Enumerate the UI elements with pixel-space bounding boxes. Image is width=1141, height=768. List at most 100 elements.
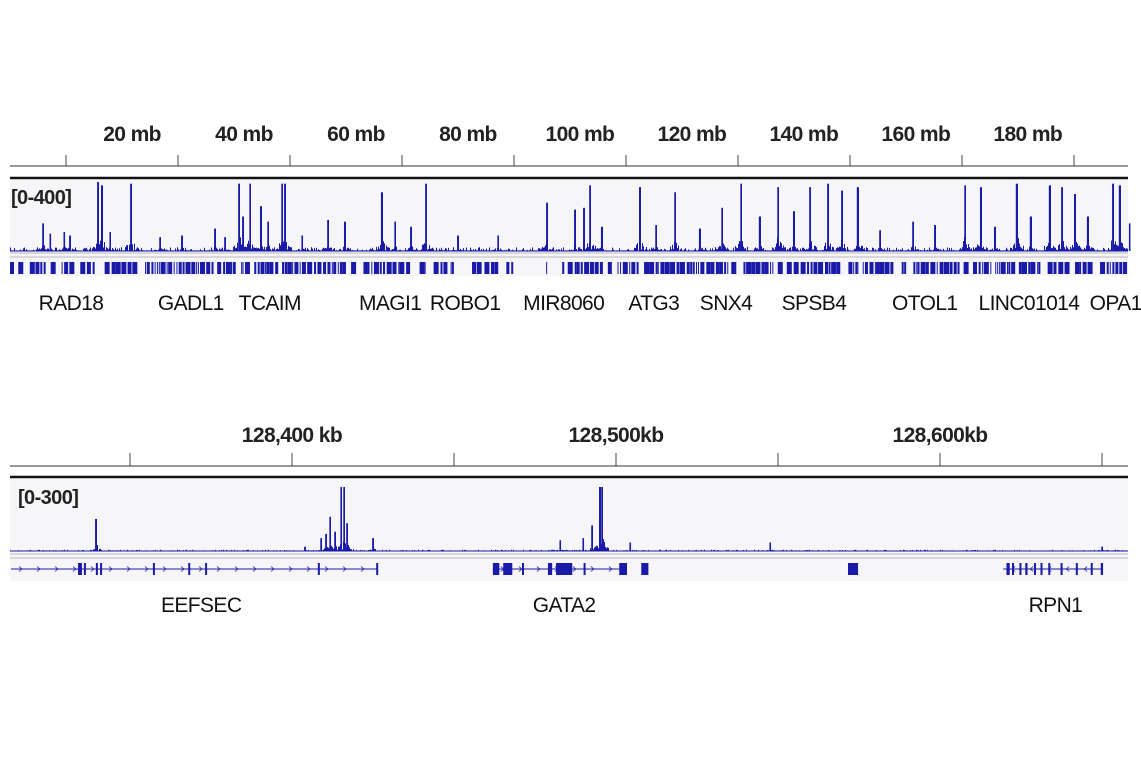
gene-feature[interactable] bbox=[567, 262, 573, 274]
gene-feature[interactable] bbox=[692, 262, 695, 274]
gene-feature[interactable] bbox=[254, 262, 257, 274]
gene-feature[interactable] bbox=[158, 262, 160, 274]
gene-feature[interactable] bbox=[379, 262, 382, 274]
gene-feature[interactable] bbox=[676, 262, 680, 274]
gene-feature[interactable] bbox=[1109, 262, 1111, 274]
gene-feature[interactable] bbox=[589, 262, 594, 274]
gene-feature[interactable] bbox=[855, 262, 858, 274]
gene-feature[interactable] bbox=[869, 262, 874, 274]
gene-feature[interactable] bbox=[494, 262, 499, 274]
gene-feature[interactable] bbox=[156, 262, 158, 274]
gene-feature[interactable] bbox=[168, 262, 173, 274]
gene-feature[interactable] bbox=[715, 262, 720, 274]
gene-feature[interactable] bbox=[913, 262, 916, 274]
gene-feature[interactable] bbox=[424, 262, 426, 274]
gene-feature[interactable] bbox=[584, 262, 590, 274]
gene-feature[interactable] bbox=[679, 262, 685, 274]
gene-feature[interactable] bbox=[146, 262, 150, 274]
gene-feature[interactable] bbox=[440, 262, 443, 274]
gene-feature[interactable] bbox=[925, 262, 929, 274]
gene-feature[interactable] bbox=[392, 262, 397, 274]
gene-feature[interactable] bbox=[506, 262, 510, 274]
gene-feature[interactable] bbox=[1007, 262, 1009, 274]
gene-feature[interactable] bbox=[916, 262, 918, 274]
gene-feature[interactable] bbox=[786, 262, 792, 274]
gene-feature[interactable] bbox=[657, 262, 659, 274]
gene-feature[interactable] bbox=[232, 262, 236, 274]
gene-feature[interactable] bbox=[660, 262, 665, 274]
gene-feature[interactable] bbox=[884, 262, 890, 274]
gene-feature[interactable] bbox=[1106, 262, 1109, 274]
gene-feature[interactable] bbox=[670, 262, 676, 274]
gene-feature[interactable] bbox=[1119, 262, 1123, 274]
gene-feature[interactable] bbox=[484, 262, 490, 274]
gene-feature[interactable] bbox=[655, 262, 658, 274]
gene-feature[interactable] bbox=[450, 262, 452, 274]
gene-feature[interactable] bbox=[917, 262, 920, 274]
gene-feature[interactable] bbox=[629, 262, 631, 274]
gene-feature[interactable] bbox=[690, 262, 693, 274]
gene-feature[interactable] bbox=[761, 262, 765, 274]
gene-feature[interactable] bbox=[580, 262, 583, 274]
gene-feature[interactable] bbox=[649, 262, 655, 274]
gene-eefsec[interactable] bbox=[10, 563, 379, 575]
gene-feature[interactable] bbox=[879, 262, 885, 274]
gene-feature[interactable] bbox=[936, 262, 938, 274]
gene-feature[interactable] bbox=[1030, 262, 1036, 274]
gene-feature[interactable] bbox=[607, 262, 612, 274]
gene-feature[interactable] bbox=[331, 262, 333, 274]
gene-feature[interactable] bbox=[957, 262, 960, 274]
gene-feature[interactable] bbox=[939, 262, 944, 274]
gene-feature[interactable] bbox=[686, 262, 690, 274]
gene-feature[interactable] bbox=[191, 262, 196, 274]
gene-feature[interactable] bbox=[10, 262, 14, 274]
gene-feature[interactable] bbox=[266, 262, 270, 274]
gene-feature[interactable] bbox=[299, 262, 301, 274]
gene-feature[interactable] bbox=[40, 262, 43, 274]
gene-feature[interactable] bbox=[853, 262, 855, 274]
gene-feature[interactable] bbox=[978, 262, 981, 274]
gene-feature[interactable] bbox=[323, 262, 327, 274]
gene-feature[interactable] bbox=[333, 262, 337, 274]
gene-feature[interactable] bbox=[1038, 262, 1041, 274]
gene-feature[interactable] bbox=[857, 262, 859, 274]
gene-feature[interactable] bbox=[1028, 262, 1031, 274]
gene-feature[interactable] bbox=[995, 262, 997, 274]
gene-feature[interactable] bbox=[383, 262, 386, 274]
gene-feature[interactable] bbox=[1037, 262, 1039, 274]
gene-feature[interactable] bbox=[301, 262, 306, 274]
gene-feature[interactable] bbox=[185, 262, 191, 274]
gene-feature[interactable] bbox=[86, 262, 91, 274]
gene-feature[interactable] bbox=[43, 262, 46, 274]
gene-feature[interactable] bbox=[29, 262, 35, 274]
gene-feature[interactable] bbox=[351, 262, 357, 274]
gene-feature[interactable] bbox=[697, 262, 699, 274]
gene-feature[interactable] bbox=[824, 262, 828, 274]
gene-feature[interactable] bbox=[178, 262, 182, 274]
gene-feature[interactable] bbox=[61, 262, 63, 274]
signal-track[interactable] bbox=[10, 487, 1128, 552]
gene-feature[interactable] bbox=[999, 262, 1001, 274]
gene-feature[interactable] bbox=[225, 262, 231, 274]
gene-feature[interactable] bbox=[217, 262, 222, 274]
gene-feature[interactable] bbox=[963, 262, 969, 274]
gene-feature[interactable] bbox=[983, 262, 989, 274]
gene-feature[interactable] bbox=[622, 262, 628, 274]
gene-feature[interactable] bbox=[696, 262, 698, 274]
gene-feature[interactable] bbox=[901, 262, 904, 274]
gene-feature[interactable] bbox=[731, 262, 737, 274]
gene-feature[interactable] bbox=[617, 262, 619, 274]
gene-feature[interactable] bbox=[367, 262, 370, 274]
gene-feature[interactable] bbox=[664, 262, 670, 274]
gene-feature[interactable] bbox=[576, 262, 580, 274]
gene-feature[interactable] bbox=[314, 262, 317, 274]
gene-feature[interactable] bbox=[151, 262, 154, 274]
gene-feature[interactable] bbox=[710, 262, 715, 274]
gene-feature[interactable] bbox=[743, 262, 746, 274]
gene-feature[interactable] bbox=[719, 262, 723, 274]
gene-feature[interactable] bbox=[50, 262, 56, 274]
gene-track[interactable] bbox=[10, 262, 1128, 274]
gene-feature[interactable] bbox=[831, 262, 837, 274]
gene-feature[interactable] bbox=[419, 262, 425, 274]
gene-feature[interactable] bbox=[386, 262, 392, 274]
